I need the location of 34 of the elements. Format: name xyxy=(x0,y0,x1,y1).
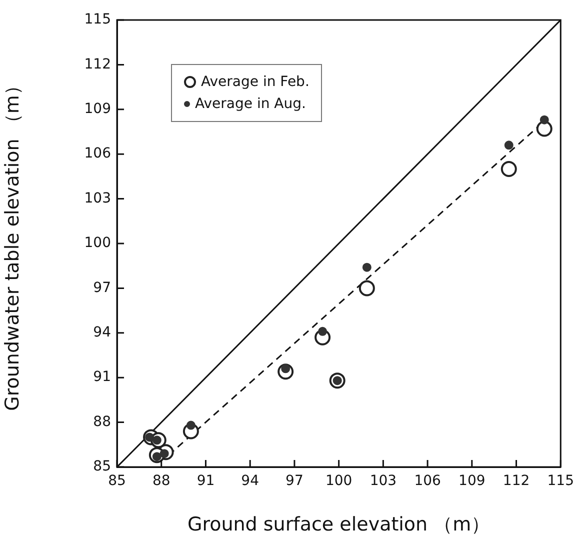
point xyxy=(500,161,517,177)
x-tick-label: 85 xyxy=(108,473,126,490)
legend-label: Average in Feb. xyxy=(201,74,310,90)
y-tick-label: 106 xyxy=(84,146,112,162)
x-tick-label: 88 xyxy=(152,473,170,490)
y-tick-label: 112 xyxy=(84,56,111,72)
point xyxy=(186,420,196,430)
y-tick-label: 88 xyxy=(93,414,111,430)
point xyxy=(362,262,372,272)
x-tick-label: 103 xyxy=(370,473,397,490)
y-tick-label: 85 xyxy=(93,458,111,475)
x-tick-label: 112 xyxy=(502,473,530,490)
x-tick-label: 100 xyxy=(325,473,352,490)
y-tick-label: 94 xyxy=(93,324,112,341)
point xyxy=(318,326,328,336)
x-tick-label: 115 xyxy=(547,473,574,490)
y-tick-label: 91 xyxy=(93,369,111,386)
point xyxy=(536,120,552,137)
x-axis-title: Ground surface elevation （m） xyxy=(187,514,490,536)
y-tick-label: 103 xyxy=(84,190,111,206)
x-tick-label: 91 xyxy=(196,473,215,490)
x-tick-label: 97 xyxy=(286,473,304,490)
y-axis-title: Groundwater table elevation （m） xyxy=(1,76,24,411)
y-tick-label: 100 xyxy=(84,235,111,252)
x-tick-label: 109 xyxy=(458,473,486,490)
x-tick-label: 106 xyxy=(414,473,441,490)
y-tick-label: 109 xyxy=(84,101,111,118)
point xyxy=(540,115,549,124)
point xyxy=(358,280,375,296)
y-tick-label: 115 xyxy=(84,12,111,28)
y-tick-label: 97 xyxy=(93,280,111,296)
point xyxy=(504,140,514,150)
legend-label: Average in Aug. xyxy=(195,96,306,112)
x-tick-label: 94 xyxy=(241,473,260,490)
